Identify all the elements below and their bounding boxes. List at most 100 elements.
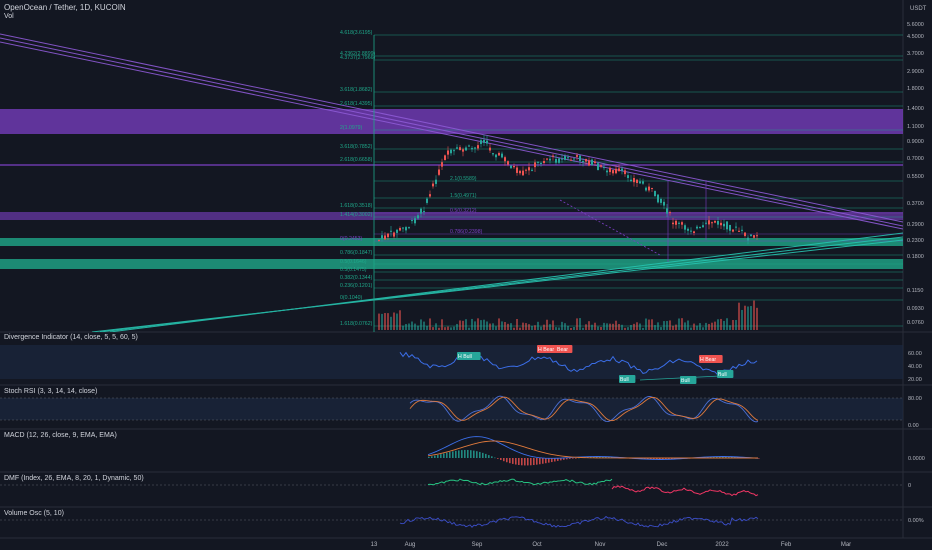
volume-bar xyxy=(411,321,413,330)
candle xyxy=(462,149,464,152)
fib-label: 3.618(0.7852) xyxy=(340,144,373,150)
candle xyxy=(684,225,686,230)
macd-hist-bar xyxy=(443,453,445,458)
macd-hist-bar xyxy=(455,450,457,458)
macd-hist-bar xyxy=(548,458,550,463)
volume-bar xyxy=(579,318,581,330)
candle xyxy=(747,237,749,241)
volume-bar xyxy=(693,323,695,330)
candle xyxy=(630,179,632,182)
dmf-pane[interactable] xyxy=(0,478,903,497)
volume-bar xyxy=(735,319,737,330)
candle xyxy=(432,183,434,187)
macd-hist-bar xyxy=(614,457,616,458)
macd-hist-bar xyxy=(656,458,658,460)
candle xyxy=(501,153,503,158)
divergence-label-bg xyxy=(556,345,573,353)
candle xyxy=(600,165,602,167)
price-tick: 1.1000 xyxy=(907,124,924,130)
volume-bar xyxy=(702,327,704,330)
macd-hist-bar xyxy=(674,458,676,460)
macd-hist-bar xyxy=(521,458,523,466)
macd-title[interactable]: MACD (12, 26, close, 9, EMA, EMA) xyxy=(4,432,117,439)
stoch-rsi-title[interactable]: Stoch RSI (3, 3, 14, 14, close) xyxy=(4,388,98,395)
stoch-rsi-pane[interactable] xyxy=(0,395,903,423)
volume-bar xyxy=(687,320,689,330)
volume-bar xyxy=(402,325,404,330)
volume-bar xyxy=(651,319,653,330)
macd-hist-bar xyxy=(611,456,613,458)
candle xyxy=(564,156,566,160)
candle xyxy=(633,178,635,183)
candle xyxy=(618,168,620,172)
volume-bar xyxy=(459,320,461,330)
volume-bar xyxy=(633,323,635,330)
volume-bar xyxy=(714,321,716,330)
candle xyxy=(438,169,440,175)
fib-label: 2.618(0.6658) xyxy=(340,157,373,163)
volume-bar xyxy=(468,327,470,330)
divergence-title[interactable]: Divergence Indicator (14, close, 5, 5, 6… xyxy=(4,334,138,341)
candle xyxy=(579,155,581,162)
volume-bar xyxy=(669,320,671,330)
stoch-axis: 80.00 0.00 xyxy=(908,396,922,429)
macd-hist-bar xyxy=(578,457,580,459)
time-axis[interactable]: 13 Aug Sep Oct Nov Dec 2022 Feb Mar xyxy=(371,542,852,548)
macd-hist-bar xyxy=(608,456,610,458)
candle xyxy=(558,158,560,163)
candle xyxy=(594,161,596,164)
price-tick: 1.4000 xyxy=(907,106,924,112)
volume-bar xyxy=(549,324,551,330)
candle xyxy=(570,159,572,161)
volume-bar xyxy=(567,325,569,330)
volume-bar xyxy=(441,319,443,330)
candle xyxy=(738,230,740,232)
volume-bar xyxy=(537,321,539,330)
candle xyxy=(507,161,509,165)
symbol-title[interactable]: OpenOcean / Tether, 1D, KUCOIN xyxy=(4,3,126,12)
volume-bar xyxy=(429,318,431,330)
volume-bar xyxy=(444,327,446,330)
price-axis[interactable]: 5.6000 4.5000 3.7000 2.9000 1.8000 1.4000 1.10… xyxy=(907,22,924,326)
fib-label: 0.236(0.1201) xyxy=(340,283,373,289)
macd-hist-bar xyxy=(665,458,667,460)
candle xyxy=(756,235,758,237)
macd-hist-bar xyxy=(434,455,436,458)
divergence-label: Bull xyxy=(620,377,629,383)
candle xyxy=(387,233,389,238)
ascending-trendline xyxy=(91,232,903,332)
candle xyxy=(453,150,455,152)
volume-legend[interactable]: Vol xyxy=(4,13,14,20)
price-tick: 3.7000 xyxy=(907,51,924,57)
candle xyxy=(651,187,653,189)
volume-bar xyxy=(720,318,722,330)
macd-hist-bar xyxy=(500,458,502,461)
candle xyxy=(420,208,422,214)
volume-bar xyxy=(546,319,548,330)
volume-bar xyxy=(663,321,665,330)
macd-hist-bar xyxy=(458,450,460,458)
volume-bar xyxy=(684,322,686,330)
macd-hist-bar xyxy=(572,458,574,459)
volume-bar xyxy=(453,326,455,330)
candle xyxy=(708,220,710,225)
volume-bar xyxy=(408,323,410,330)
volume-bar xyxy=(561,321,563,330)
macd-hist-bar xyxy=(440,454,442,458)
macd-pane[interactable] xyxy=(427,436,760,466)
candle xyxy=(588,160,590,166)
volume-osc-pane[interactable] xyxy=(0,515,903,528)
candle xyxy=(399,227,401,231)
candle xyxy=(585,158,587,162)
macd-hist-bar xyxy=(575,458,577,459)
main-price-pane[interactable] xyxy=(0,33,903,332)
volume-bar xyxy=(657,322,659,330)
volume-osc-title[interactable]: Volume Osc (5, 10) xyxy=(4,510,64,517)
volume-bar xyxy=(729,325,731,330)
volume-bar xyxy=(636,322,638,330)
candle xyxy=(459,147,461,151)
dmf-title[interactable]: DMF (Index, 26, EMA, 8, 20, 1, Dynamic, … xyxy=(4,475,144,482)
candle xyxy=(681,222,683,225)
macd-hist-bar xyxy=(593,456,595,458)
